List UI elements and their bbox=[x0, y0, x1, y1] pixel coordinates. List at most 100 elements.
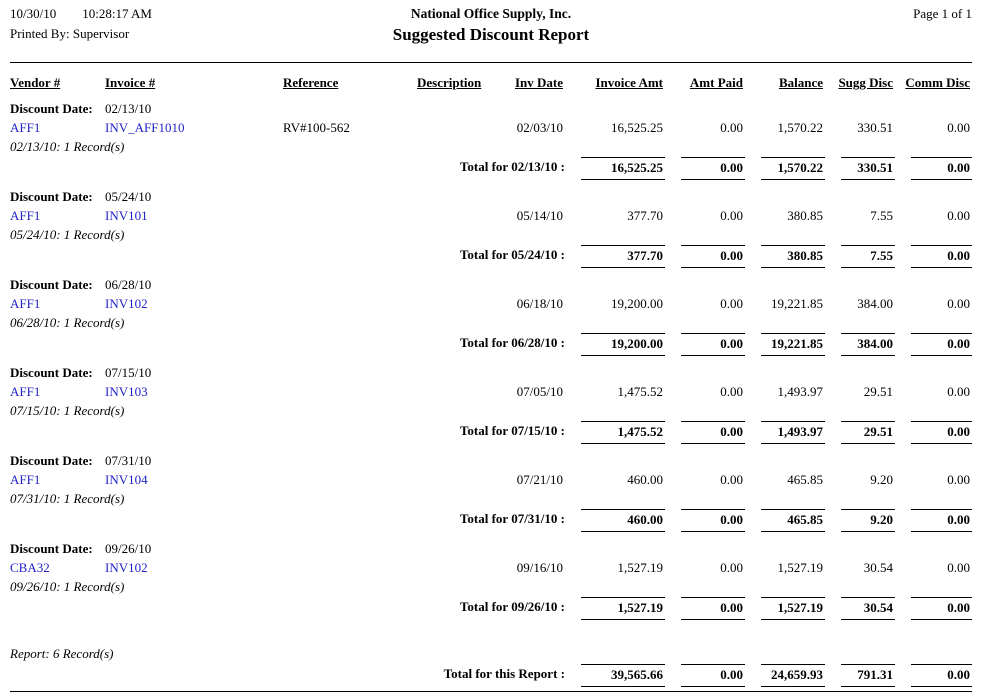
group-total-invoice-amt: 19,200.00 bbox=[581, 333, 665, 356]
discount-date-value: 07/31/10 bbox=[105, 453, 152, 468]
report-total-invoice-amt: 39,565.66 bbox=[581, 664, 665, 687]
group-total-amt-paid: 0.00 bbox=[681, 421, 745, 444]
group-header-row: Discount Date: 09/26/10 bbox=[10, 539, 972, 558]
invoice-link[interactable]: INV103 bbox=[105, 384, 148, 399]
group-total-amt-paid: 0.00 bbox=[681, 333, 745, 356]
col-invoice-amt: Invoice Amt bbox=[595, 75, 663, 90]
vendor-link[interactable]: CBA32 bbox=[10, 560, 50, 575]
inv-date-value: 05/14/10 bbox=[516, 208, 563, 223]
discount-date-value: 06/28/10 bbox=[105, 277, 152, 292]
reference-value: RV#100-562 bbox=[283, 120, 350, 135]
group-header-row: Discount Date: 05/24/10 bbox=[10, 187, 972, 206]
group-record-note: 05/24/10: 1 Record(s) bbox=[10, 227, 125, 242]
invoice-link[interactable]: INV101 bbox=[105, 208, 148, 223]
print-time: 10:28:17 AM bbox=[82, 6, 152, 21]
report-total-sugg-disc: 791.31 bbox=[841, 664, 895, 687]
group-total-row: 07/31/10: 1 Record(s) Total for 07/31/10… bbox=[10, 489, 972, 532]
balance-value: 465.85 bbox=[787, 472, 823, 487]
group-total-row: 05/24/10: 1 Record(s) Total for 05/24/10… bbox=[10, 225, 972, 268]
vendor-link[interactable]: AFF1 bbox=[10, 296, 41, 311]
reference-value bbox=[283, 558, 417, 577]
balance-value: 1,527.19 bbox=[777, 560, 824, 575]
invoice-link[interactable]: INV104 bbox=[105, 472, 148, 487]
col-reference: Reference bbox=[283, 75, 339, 90]
balance-value: 1,493.97 bbox=[777, 384, 824, 399]
reference-value bbox=[283, 294, 417, 313]
inv-date-value: 07/21/10 bbox=[516, 472, 563, 487]
discount-group: Discount Date: 02/13/10 AFF1 INV_AFF1010… bbox=[10, 99, 972, 180]
column-header-row: Vendor # Invoice # Reference Description… bbox=[10, 73, 972, 92]
group-total-sugg-disc: 384.00 bbox=[841, 333, 895, 356]
header-rule bbox=[10, 62, 972, 63]
group-total-comm-disc: 0.00 bbox=[911, 333, 972, 356]
group-header-row: Discount Date: 07/15/10 bbox=[10, 363, 972, 382]
group-total-amt-paid: 0.00 bbox=[681, 597, 745, 620]
group-total-comm-disc: 0.00 bbox=[911, 597, 972, 620]
col-description: Description bbox=[417, 75, 482, 90]
header-left: 10/30/10 10:28:17 AM Printed By: Supervi… bbox=[10, 6, 240, 42]
group-total-invoice-amt: 1,527.19 bbox=[581, 597, 665, 620]
inv-date-value: 07/05/10 bbox=[516, 384, 563, 399]
invoice-amt-value: 19,200.00 bbox=[611, 296, 663, 311]
inv-date-value: 06/18/10 bbox=[516, 296, 563, 311]
invoice-row: AFF1 INV_AFF1010 RV#100-562 02/03/10 16,… bbox=[10, 118, 972, 137]
discount-date-value: 07/15/10 bbox=[105, 365, 152, 380]
vendor-link[interactable]: AFF1 bbox=[10, 120, 41, 135]
group-total-label: Total for 02/13/10 : bbox=[459, 159, 565, 174]
amt-paid-value: 0.00 bbox=[720, 208, 743, 223]
discount-group: Discount Date: 07/15/10 AFF1 INV103 07/0… bbox=[10, 363, 972, 444]
invoice-row: CBA32 INV102 09/16/10 1,527.19 0.00 1,52… bbox=[10, 558, 972, 577]
amt-paid-value: 0.00 bbox=[720, 472, 743, 487]
description-value bbox=[417, 294, 507, 313]
description-value bbox=[417, 118, 507, 137]
reference-value bbox=[283, 470, 417, 489]
group-total-sugg-disc: 29.51 bbox=[841, 421, 895, 444]
invoice-link[interactable]: INV102 bbox=[105, 560, 148, 575]
invoice-amt-value: 460.00 bbox=[627, 472, 663, 487]
comm-disc-value: 0.00 bbox=[947, 384, 970, 399]
group-total-invoice-amt: 377.70 bbox=[581, 245, 665, 268]
col-comm-disc: Comm Disc bbox=[905, 75, 970, 90]
group-total-sugg-disc: 330.51 bbox=[841, 157, 895, 180]
group-total-row: 06/28/10: 1 Record(s) Total for 06/28/10… bbox=[10, 313, 972, 356]
description-value bbox=[417, 382, 507, 401]
group-total-balance: 1,493.97 bbox=[761, 421, 825, 444]
group-record-note: 02/13/10: 1 Record(s) bbox=[10, 139, 125, 154]
group-total-label: Total for 07/31/10 : bbox=[459, 511, 565, 526]
invoice-link[interactable]: INV_AFF1010 bbox=[105, 120, 185, 135]
comm-disc-value: 0.00 bbox=[947, 472, 970, 487]
group-header-row: Discount Date: 06/28/10 bbox=[10, 275, 972, 294]
invoice-amt-value: 1,527.19 bbox=[617, 560, 664, 575]
group-total-invoice-amt: 460.00 bbox=[581, 509, 665, 532]
col-invoice: Invoice # bbox=[105, 75, 156, 90]
invoice-link[interactable]: INV102 bbox=[105, 296, 148, 311]
col-sugg-disc: Sugg Disc bbox=[838, 75, 893, 90]
group-record-note: 07/15/10: 1 Record(s) bbox=[10, 403, 125, 418]
col-balance: Balance bbox=[778, 75, 823, 90]
group-total-balance: 19,221.85 bbox=[761, 333, 825, 356]
report-total-row: Report: 6 Record(s) Total for this Repor… bbox=[10, 644, 972, 687]
report-total-amt-paid: 0.00 bbox=[681, 664, 745, 687]
comm-disc-value: 0.00 bbox=[947, 296, 970, 311]
inv-date-value: 09/16/10 bbox=[516, 560, 563, 575]
vendor-link[interactable]: AFF1 bbox=[10, 208, 41, 223]
description-value bbox=[417, 206, 507, 225]
report-total-label: Total for this Report : bbox=[443, 666, 565, 681]
discount-date-value: 05/24/10 bbox=[105, 189, 152, 204]
group-total-label: Total for 09/26/10 : bbox=[459, 599, 565, 614]
discount-date-value: 09/26/10 bbox=[105, 541, 152, 556]
discount-date-label: Discount Date: bbox=[10, 277, 93, 292]
group-record-note: 09/26/10: 1 Record(s) bbox=[10, 579, 125, 594]
page-number: Page 1 of 1 bbox=[913, 6, 972, 21]
group-total-invoice-amt: 16,525.25 bbox=[581, 157, 665, 180]
vendor-link[interactable]: AFF1 bbox=[10, 384, 41, 399]
group-total-sugg-disc: 7.55 bbox=[841, 245, 895, 268]
amt-paid-value: 0.00 bbox=[720, 296, 743, 311]
group-total-comm-disc: 0.00 bbox=[911, 245, 972, 268]
col-inv-date: Inv Date bbox=[514, 75, 563, 90]
discount-date-label: Discount Date: bbox=[10, 541, 93, 556]
balance-value: 380.85 bbox=[787, 208, 823, 223]
vendor-link[interactable]: AFF1 bbox=[10, 472, 41, 487]
reference-value bbox=[283, 206, 417, 225]
